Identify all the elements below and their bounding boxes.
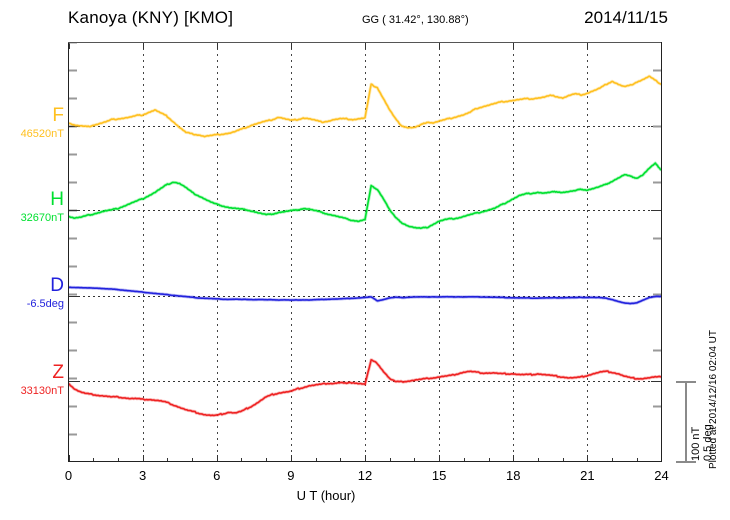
scale-nt-value: 100 nT: [690, 426, 702, 461]
channel-label-f: F 46520nT: [2, 106, 64, 141]
channel-symbol-h: H: [50, 189, 64, 210]
x-tick-label-0: 0: [64, 468, 73, 483]
x-tick-label-9: 9: [287, 468, 295, 483]
plot-canvas: [68, 42, 662, 462]
channel-symbol-d: D: [50, 275, 64, 296]
station-title: Kanoya (KNY) [KMO]: [68, 8, 234, 27]
magnetogram-plot: [68, 42, 662, 462]
x-tick-label-3: 3: [139, 468, 147, 483]
scale-bar-stem: [685, 381, 687, 463]
channel-label-z: Z 33130nT: [2, 363, 64, 398]
observation-date: 2014/11/15: [584, 8, 668, 27]
channel-baseline-z: 33130nT: [20, 385, 64, 397]
plotted-at-timestamp: Plotted at 2014/12/16 02:04 UT: [708, 330, 719, 469]
channel-label-d: D -6.5deg: [2, 276, 64, 311]
channel-baseline-d: -6.5deg: [26, 298, 64, 310]
trace-lines: [68, 74, 662, 418]
x-tick-label-12: 12: [357, 468, 373, 483]
x-axis-title: U T (hour): [0, 488, 730, 503]
channel-label-h: H 32670nT: [2, 190, 64, 225]
geographic-coordinates: GG ( 31.42°, 130.88°): [362, 14, 469, 26]
x-tick-label-21: 21: [580, 468, 595, 483]
plot-frame-border: [68, 42, 662, 462]
channel-symbol-f: F: [52, 105, 64, 126]
x-tick-label-6: 6: [213, 468, 221, 483]
channel-baseline-f: 46520nT: [20, 128, 64, 140]
grid-lines: [143, 42, 588, 462]
x-tick-label-18: 18: [506, 468, 521, 483]
x-tick-label-24: 24: [654, 468, 669, 483]
x-tick-label-15: 15: [431, 468, 447, 483]
scale-bar: [676, 381, 696, 463]
x-axis-title-text: U T (hour): [296, 488, 356, 503]
channel-baseline-h: 32670nT: [20, 212, 64, 224]
channel-symbol-z: Z: [52, 362, 64, 383]
scale-bar-bottom-cap: [676, 461, 696, 463]
